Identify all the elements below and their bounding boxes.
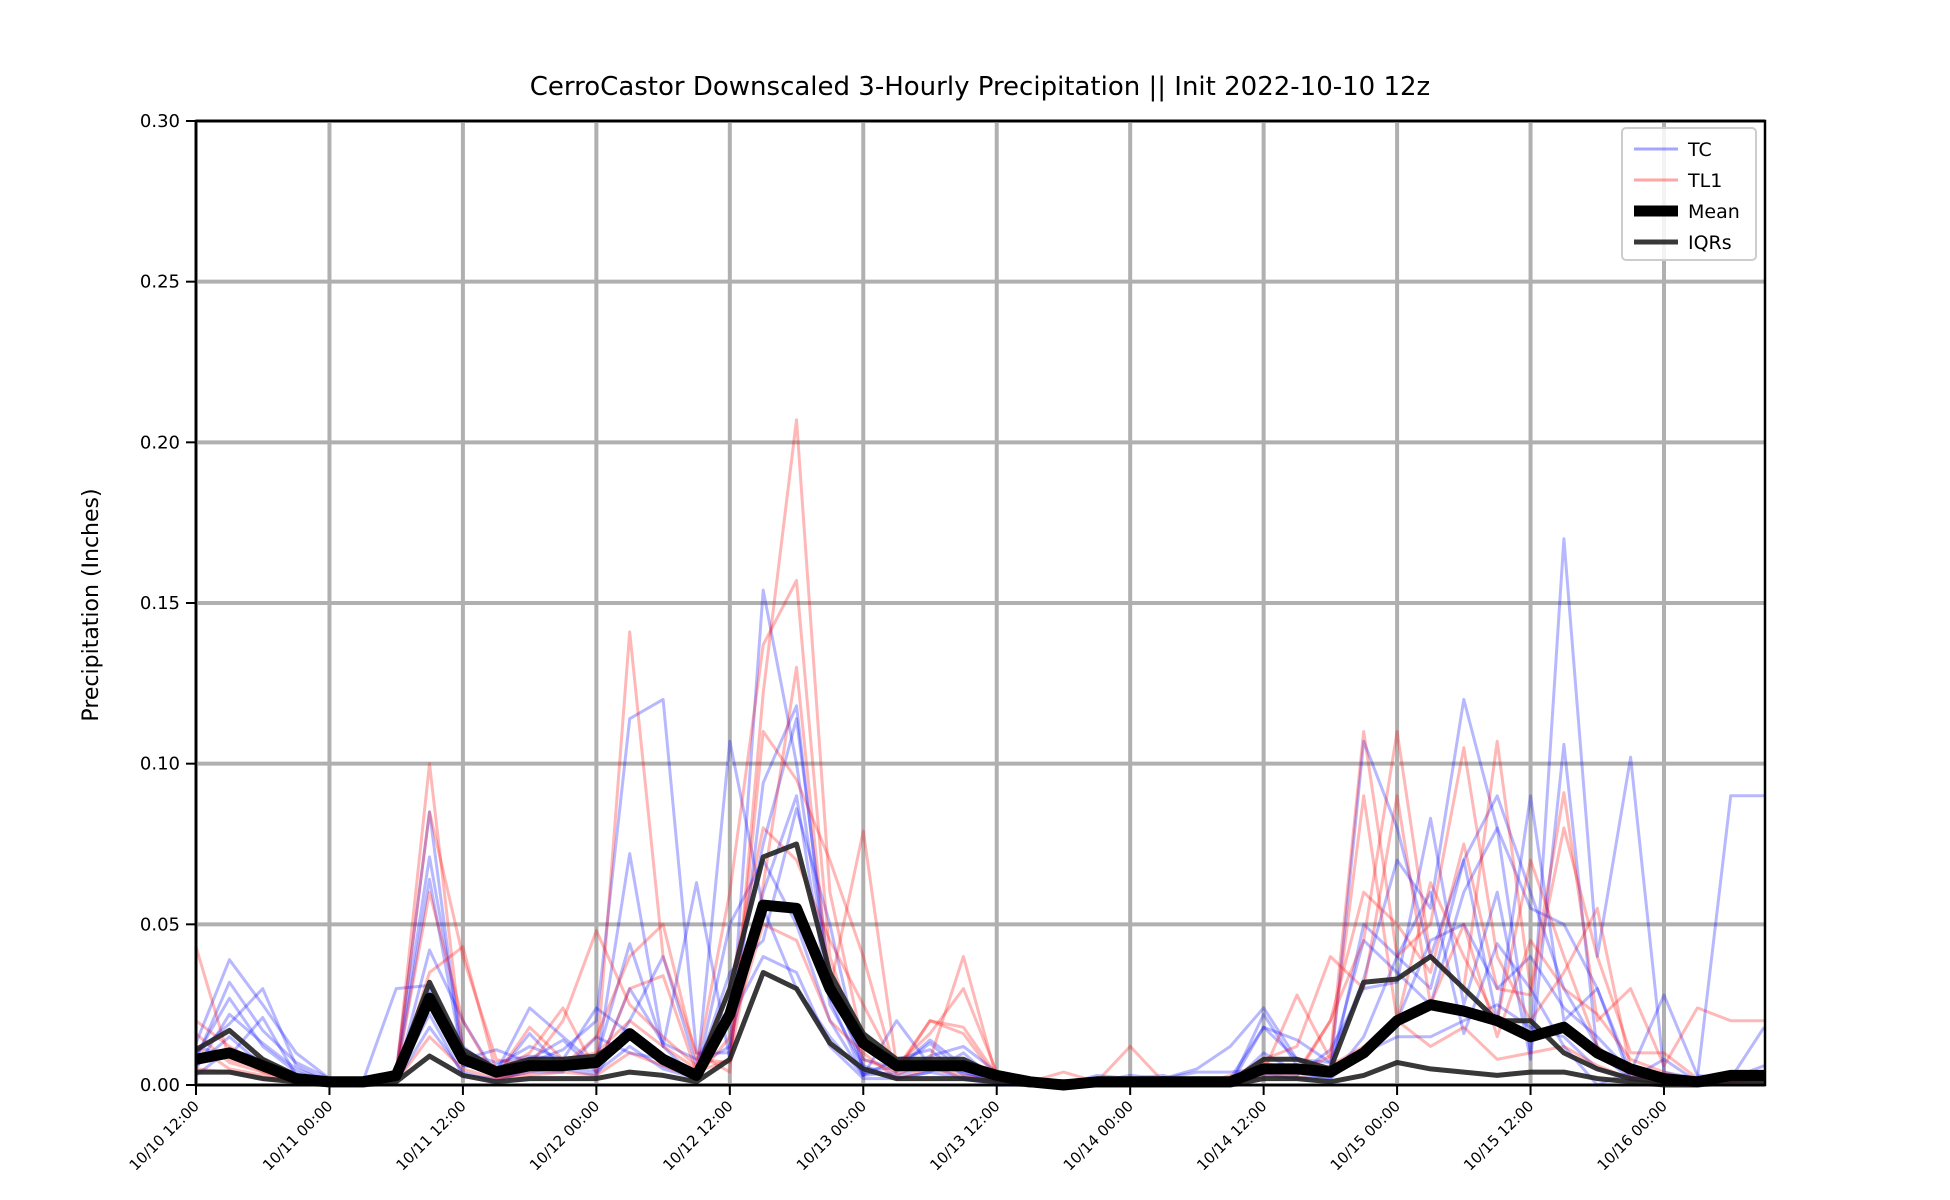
- mean-line: [194, 899, 1765, 1091]
- chart-title: CerroCastor Downscaled 3-Hourly Precipit…: [530, 72, 1430, 102]
- y-tick-label: 0.05: [140, 914, 180, 935]
- x-tick-label: 10/14 12:00: [1193, 1097, 1270, 1174]
- series-line-tc: [194, 739, 1765, 1087]
- x-tick-label: 10/15 00:00: [1327, 1097, 1404, 1174]
- series-line-tc: [195, 807, 1765, 1087]
- series-line-tl1: [195, 730, 1765, 1087]
- grid-lines: [194, 119, 1765, 1087]
- y-tick-label: 0.20: [140, 432, 180, 453]
- series-line-tl1: [195, 665, 1765, 1087]
- iqr-low-line: [196, 970, 1765, 1088]
- series-line-tc: [194, 704, 1766, 1087]
- x-axis-ticks: 10/10 12:00 10/11 00:00 10/11 12:00 10/12 0…: [126, 1085, 1671, 1174]
- legend-box: [1621, 127, 1757, 261]
- x-tick-label: 10/13 00:00: [793, 1097, 870, 1174]
- legend-label-tl1: TL1: [1687, 170, 1722, 192]
- x-tick-label: 10/13 12:00: [926, 1097, 1003, 1174]
- x-tick-label: 10/11 12:00: [392, 1097, 469, 1174]
- y-tick-label: 0.30: [140, 111, 180, 132]
- y-axis-label: Precipitation (Inches): [79, 488, 104, 721]
- x-tick-label: 10/16 00:00: [1594, 1097, 1671, 1174]
- legend-label-tc: TC: [1687, 139, 1712, 161]
- x-tick-label: 10/10 12:00: [126, 1097, 203, 1174]
- x-tick-label: 10/15 12:00: [1460, 1097, 1537, 1174]
- legend-label-mean: Mean: [1688, 201, 1740, 223]
- plot-frame: [194, 119, 1767, 1087]
- y-tick-label: 0.00: [140, 1075, 180, 1096]
- y-tick-label: 0.10: [140, 754, 180, 775]
- legend: TC TL1 Mean IQRs: [1621, 127, 1757, 261]
- y-axis-ticks: 0.00 0.05 0.10 0.15 0.20 0.25 0.30: [140, 111, 196, 1096]
- legend-label-iqrs: IQRs: [1688, 232, 1732, 254]
- plot-area: [194, 418, 1766, 1091]
- series-line-tl1: [195, 579, 1765, 1084]
- y-tick-label: 0.25: [140, 272, 180, 293]
- y-tick-label: 0.15: [140, 593, 180, 614]
- x-tick-label: 10/11 00:00: [259, 1097, 336, 1174]
- x-tick-label: 10/14 00:00: [1060, 1097, 1137, 1174]
- x-tick-label: 10/12 00:00: [526, 1097, 603, 1174]
- x-tick-label: 10/12 12:00: [659, 1097, 736, 1174]
